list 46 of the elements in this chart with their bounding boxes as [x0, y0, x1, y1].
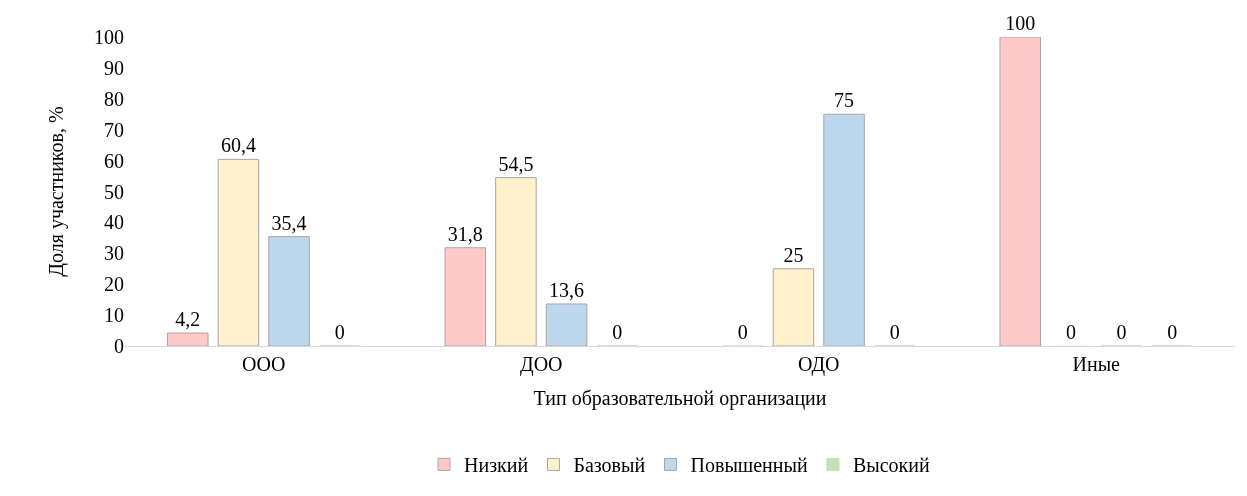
data-label: 13,6: [549, 278, 585, 301]
data-label: 75: [834, 89, 855, 112]
y-tick-label: 50: [104, 180, 124, 203]
y-tick-label: 40: [104, 211, 124, 234]
y-tick-label: 20: [104, 273, 124, 296]
data-label: 0: [612, 321, 623, 343]
data-label: 0: [1116, 321, 1127, 343]
x-tick-label: Иные: [1072, 353, 1121, 375]
legend-label: Повышенный: [690, 454, 808, 477]
data-label: 54,5: [498, 152, 534, 175]
data-label: 4,2: [175, 308, 201, 331]
y-axis-title: Доля участников, %: [44, 106, 68, 277]
bar: [999, 37, 1042, 346]
data-label: 0: [889, 321, 900, 343]
bar: [772, 268, 815, 346]
bar: [167, 332, 209, 346]
bar: [268, 236, 310, 346]
bar: [444, 247, 487, 346]
y-tick-label: 0: [114, 335, 124, 357]
y-tick-label: 30: [104, 242, 124, 265]
data-label: 100: [1005, 12, 1036, 34]
data-label: 0: [1065, 321, 1076, 343]
data-label: 60,4: [220, 134, 256, 157]
x-tick-label: ОДО: [797, 353, 840, 376]
y-tick-label: 70: [104, 118, 124, 141]
y-tick-label: 100: [94, 26, 124, 48]
y-tick-label: 80: [104, 87, 124, 110]
legend-label: Низкий: [464, 454, 529, 477]
data-label: 0: [334, 321, 345, 343]
bar: [217, 158, 260, 346]
data-label: 35,4: [271, 211, 307, 234]
bar: [495, 177, 537, 346]
bar: [545, 303, 588, 346]
bar: [823, 113, 865, 346]
x-tick-label: ООО: [242, 353, 286, 375]
y-tick-label: 10: [104, 304, 124, 327]
legend-label: Базовый: [573, 454, 646, 477]
y-tick-label: 60: [104, 149, 124, 172]
data-label: 0: [737, 321, 748, 343]
y-tick-label: 90: [104, 56, 124, 79]
data-label: 31,8: [447, 222, 483, 245]
x-tick-label: ДОО: [519, 353, 563, 376]
data-label: 25: [783, 243, 804, 266]
data-label: 0: [1167, 321, 1178, 343]
legend-label: Высокий: [852, 454, 931, 477]
x-axis-title: Тип образовательной организации: [533, 386, 827, 410]
